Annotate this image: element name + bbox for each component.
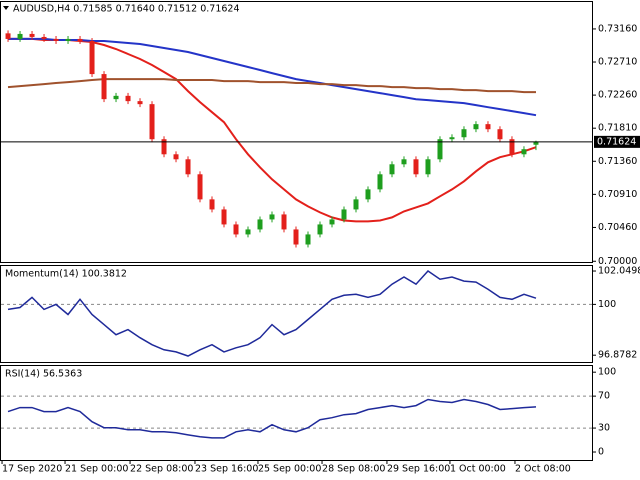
panel-frame xyxy=(0,265,593,363)
candle-body xyxy=(521,149,527,155)
candle-body xyxy=(5,33,11,39)
candle-body xyxy=(353,199,359,210)
indicator-title: Momentum(14) 100.3812 xyxy=(5,269,127,280)
candle-body xyxy=(413,159,419,175)
y-tick-label: 0.70460 xyxy=(598,222,637,233)
panel-frame xyxy=(0,1,593,263)
candle-body xyxy=(197,174,203,200)
candle-body xyxy=(101,74,107,100)
y-tick-label: 30 xyxy=(598,423,610,434)
candle-body xyxy=(449,137,455,140)
candle-body xyxy=(401,159,407,165)
candle-body xyxy=(113,95,119,100)
indicator-title: RSI(14) 56.5363 xyxy=(5,369,82,380)
candle-body xyxy=(137,101,143,105)
candle-body xyxy=(305,234,311,245)
candle-body xyxy=(173,154,179,160)
indicator-line xyxy=(8,37,537,223)
candle-body xyxy=(377,174,383,190)
x-tick-label: 23 Sep 16:00 xyxy=(195,464,258,475)
candle-body xyxy=(461,129,467,138)
candle-body xyxy=(437,139,443,160)
y-tick-label: 0.70000 xyxy=(598,256,637,267)
candle-body xyxy=(425,159,431,175)
last-price-label: 0.71624 xyxy=(597,136,636,147)
indicator-line xyxy=(7,78,536,94)
y-tick-label: 0.71360 xyxy=(598,156,637,167)
y-tick-label: 100 xyxy=(598,367,616,378)
candle-body xyxy=(185,159,191,175)
candle-body xyxy=(149,104,155,140)
candle-body xyxy=(269,214,275,220)
y-tick-label: 0.70910 xyxy=(598,189,637,200)
chart-title: AUDUSD,H4 0.71585 0.71640 0.71512 0.7162… xyxy=(13,4,240,15)
candle-body xyxy=(17,33,23,39)
x-tick-label: 29 Sep 16:00 xyxy=(387,464,450,475)
candle-body xyxy=(53,38,59,41)
candle-body xyxy=(209,199,215,210)
menu-triangle xyxy=(3,6,9,10)
candle-body xyxy=(29,33,35,37)
panel-frame xyxy=(0,365,593,461)
candle-body xyxy=(293,229,299,245)
x-tick-label: 28 Sep 08:00 xyxy=(322,464,385,475)
candle-body xyxy=(125,95,131,102)
candle-body xyxy=(341,209,347,220)
x-tick-label: 2 Oct 08:00 xyxy=(515,464,571,475)
candle-body xyxy=(473,124,479,130)
candle-body xyxy=(257,219,263,230)
candle-body xyxy=(161,139,167,155)
candle-body xyxy=(89,40,95,75)
candle-body xyxy=(317,224,323,235)
candle-body xyxy=(389,164,395,175)
y-tick-label: 102.0498 xyxy=(598,266,640,277)
candle-body xyxy=(41,36,47,39)
candle-body xyxy=(365,189,371,200)
y-tick-label: 0.72260 xyxy=(598,90,637,101)
y-tick-label: 100 xyxy=(598,299,616,310)
candle-body xyxy=(509,139,515,155)
candle-body xyxy=(497,129,503,140)
candle-body xyxy=(281,214,287,230)
candle-body xyxy=(485,124,491,130)
candle-body xyxy=(233,224,239,235)
candle-body xyxy=(221,209,227,225)
y-tick-label: 0.71810 xyxy=(598,123,637,134)
candle-body xyxy=(329,219,335,225)
candle-body xyxy=(77,38,83,41)
y-tick-label: 96.8782 xyxy=(598,350,637,361)
indicator-line xyxy=(7,270,537,357)
candle-body xyxy=(245,229,251,235)
y-tick-label: 0.72710 xyxy=(598,57,637,68)
x-tick-label: 25 Sep 00:00 xyxy=(258,464,321,475)
y-tick-label: 0 xyxy=(598,447,604,458)
last-price-box xyxy=(594,135,640,148)
x-tick-label: 17 Sep 2020 xyxy=(2,464,62,475)
x-tick-label: 1 Oct 00:00 xyxy=(450,464,506,475)
y-tick-label: 0.73160 xyxy=(598,23,637,34)
y-tick-label: 70 xyxy=(598,391,610,402)
x-tick-label: 22 Sep 08:00 xyxy=(130,464,193,475)
candle-body xyxy=(533,141,539,145)
indicator-line xyxy=(7,398,537,439)
candle-body xyxy=(65,38,71,41)
indicator-line xyxy=(8,37,537,117)
x-tick-label: 21 Sep 00:00 xyxy=(65,464,128,475)
